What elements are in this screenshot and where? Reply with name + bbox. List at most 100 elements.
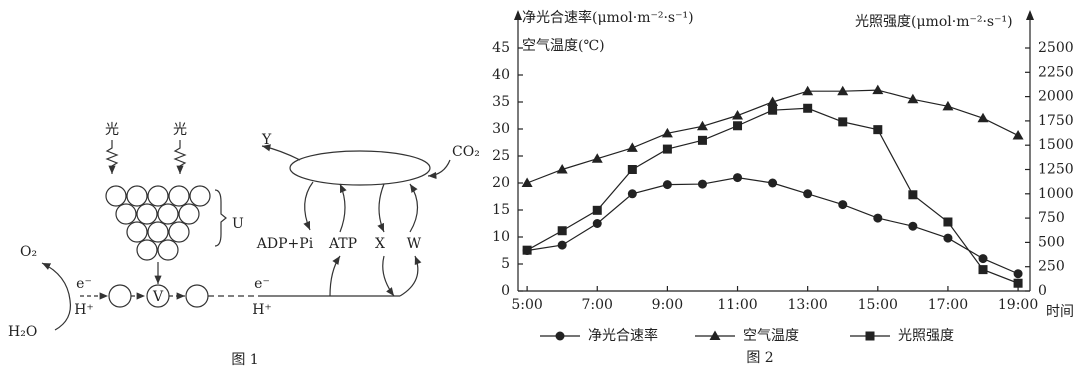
- y2-tick-label: 2000: [1038, 89, 1074, 105]
- figure-2: 净光合速率(μmol·m⁻²·s⁻¹) 空气温度(℃) 光照强度(μmol·m⁻…: [492, 9, 1074, 366]
- point: [1013, 130, 1024, 140]
- point: [628, 189, 637, 198]
- caption: 图 1: [231, 352, 258, 368]
- light-arrow: [175, 140, 185, 174]
- label: ADP+Pi: [256, 236, 314, 252]
- point: [523, 246, 532, 255]
- point: [768, 179, 777, 188]
- point: [698, 180, 707, 189]
- label: H₂O: [8, 324, 37, 340]
- label: Y: [261, 132, 272, 148]
- legend-marker: [866, 332, 875, 341]
- label: O₂: [20, 244, 37, 260]
- point: [1014, 279, 1023, 288]
- point: [838, 200, 847, 209]
- point: [768, 106, 777, 115]
- y-tick-label: 30: [492, 121, 510, 137]
- y-tick-label: 10: [492, 229, 510, 245]
- x-tick-label: 5:00: [511, 297, 542, 313]
- point: [593, 219, 602, 228]
- label: H⁺: [252, 302, 272, 318]
- x-axis-label: 时间: [1046, 304, 1074, 320]
- point: [979, 265, 988, 274]
- label: V: [152, 289, 164, 305]
- legend-marker: [556, 332, 565, 341]
- y-tick-label: 20: [492, 175, 510, 191]
- point: [837, 86, 848, 96]
- legend-label: 光照强度: [898, 328, 954, 344]
- light-arrow: [107, 140, 117, 174]
- point: [522, 178, 533, 188]
- label: W: [407, 236, 422, 252]
- x-tick-label: 13:00: [787, 297, 827, 313]
- y2-tick-label: 1000: [1038, 186, 1074, 202]
- label: U: [232, 216, 244, 232]
- page: 光 光 U V e⁻ H⁺ e⁻ H⁺ O₂ H₂O Y CO₂ ADP+Pi …: [0, 0, 1081, 371]
- label: H⁺: [74, 302, 94, 318]
- caption: 图 2: [746, 350, 773, 366]
- y-tick-label: 0: [501, 283, 510, 299]
- y-axis-label: 净光合速率(μmol·m⁻²·s⁻¹): [522, 9, 694, 26]
- x-tick-label: 19:00: [998, 297, 1038, 313]
- point: [943, 234, 952, 243]
- axis-arrow: [514, 10, 522, 20]
- label: CO₂: [452, 144, 480, 160]
- y-tick-label: 45: [492, 40, 510, 56]
- legend-label: 空气温度: [743, 328, 799, 344]
- y-tick-label: 15: [492, 202, 510, 218]
- y-tick-label: 25: [492, 148, 510, 164]
- figure-1: 光 光 U V e⁻ H⁺ e⁻ H⁺ O₂ H₂O Y CO₂ ADP+Pi …: [8, 122, 480, 368]
- x-tick-label: 9:00: [652, 297, 683, 313]
- y2-tick-label: 1750: [1038, 113, 1074, 129]
- label: e⁻: [254, 276, 270, 292]
- point: [979, 254, 988, 263]
- point: [873, 214, 882, 223]
- point: [663, 180, 672, 189]
- point: [943, 217, 952, 226]
- y-tick-label: 40: [492, 67, 510, 83]
- point: [838, 117, 847, 126]
- point: [698, 136, 707, 145]
- point: [663, 145, 672, 154]
- series-line: [527, 108, 1018, 283]
- y2-tick-label: 2500: [1038, 40, 1074, 56]
- y2-tick-label: 1500: [1038, 137, 1074, 153]
- x-tick-label: 11:00: [717, 297, 757, 313]
- point: [1014, 269, 1023, 278]
- y2-tick-label: 0: [1038, 283, 1047, 299]
- point: [872, 85, 883, 95]
- label: ATP: [328, 236, 357, 252]
- y2-tick-label: 2250: [1038, 64, 1074, 80]
- brace: [215, 190, 226, 246]
- label: 光: [173, 122, 187, 138]
- x-tick-label: 7:00: [582, 297, 613, 313]
- legend-marker: [710, 331, 721, 341]
- label: e⁻: [76, 276, 92, 292]
- point: [803, 189, 812, 198]
- pigment-array: [106, 186, 210, 260]
- x-tick-label: 15:00: [858, 297, 898, 313]
- point: [733, 121, 742, 130]
- point: [558, 226, 567, 235]
- axis-arrow: [1026, 10, 1034, 20]
- y2-tick-label: 1250: [1038, 162, 1074, 178]
- point: [628, 165, 637, 174]
- legend-label: 净光合速率: [588, 327, 658, 344]
- y-axis-label: 空气温度(℃): [522, 38, 605, 54]
- point: [908, 190, 917, 199]
- y-tick-label: 5: [501, 256, 510, 272]
- point: [732, 110, 743, 120]
- point: [803, 104, 812, 113]
- point: [627, 142, 638, 152]
- point: [908, 222, 917, 231]
- y2-axis-label: 光照强度(μmol·m⁻²·s⁻¹): [855, 14, 1013, 30]
- point: [558, 241, 567, 250]
- label: X: [375, 236, 385, 252]
- y2-tick-label: 500: [1038, 234, 1065, 250]
- y2-tick-label: 750: [1038, 210, 1065, 226]
- point: [733, 173, 742, 182]
- point: [873, 125, 882, 134]
- point: [802, 86, 813, 96]
- label: 光: [105, 122, 119, 138]
- point: [593, 206, 602, 215]
